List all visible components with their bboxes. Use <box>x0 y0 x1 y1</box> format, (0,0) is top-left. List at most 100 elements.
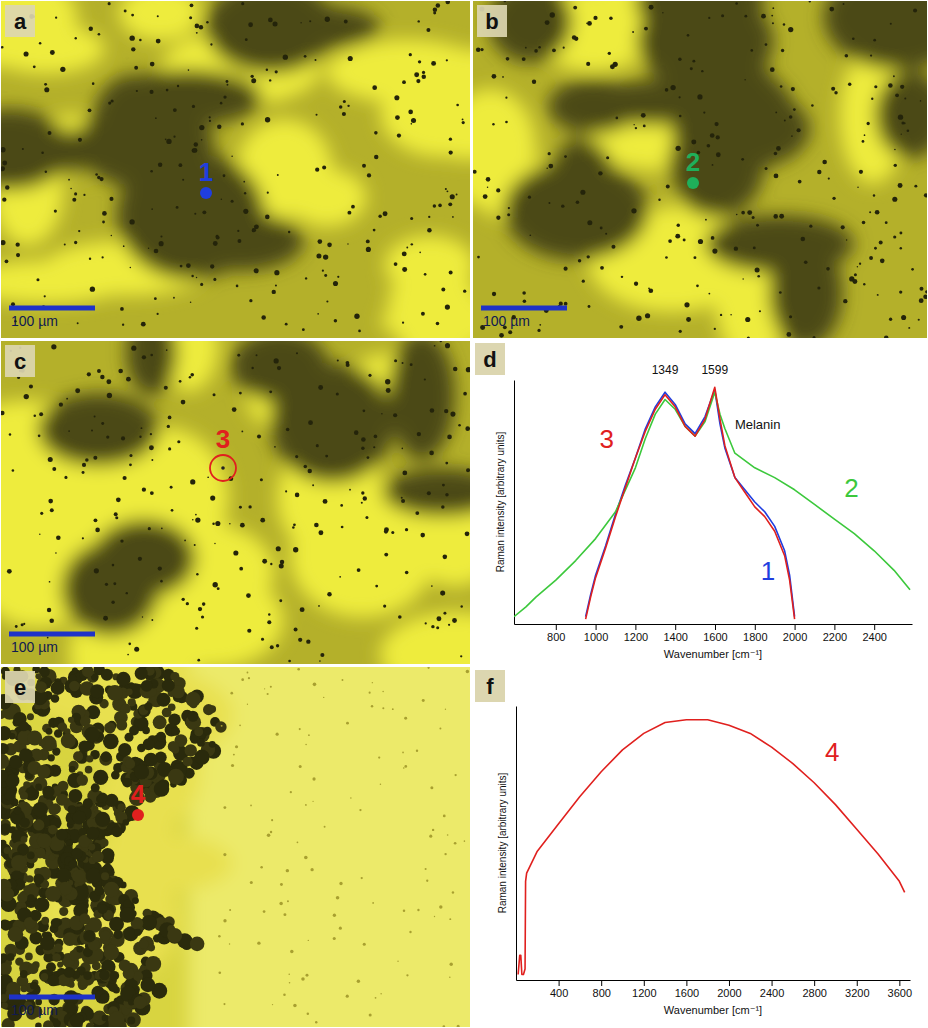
photo-speck <box>91 783 100 792</box>
photo-speck <box>433 204 436 207</box>
photo-speck <box>41 917 49 925</box>
photo-speck <box>696 284 699 287</box>
photo-speck <box>449 151 453 155</box>
photo-speck <box>450 194 455 199</box>
photo-speck <box>874 247 877 250</box>
panel-letter-box <box>5 345 35 377</box>
photo-speck <box>889 318 892 321</box>
photo-speck <box>51 681 65 695</box>
photo-speck <box>559 302 563 306</box>
photo-speck <box>200 283 203 286</box>
photo-speck <box>288 973 290 975</box>
photo-speck <box>587 255 590 258</box>
photo-speck <box>297 668 300 671</box>
photo-speck <box>449 977 451 979</box>
photo-speck <box>300 22 301 23</box>
x-tick-label: 1200 <box>632 987 656 999</box>
photo-speck <box>424 378 426 380</box>
photo-speck <box>251 78 256 83</box>
peak-label: 1349 <box>652 363 679 377</box>
photo-speck <box>363 943 366 946</box>
photo-speck <box>7 953 15 961</box>
photo-speck <box>834 91 837 94</box>
photo-speck <box>371 705 373 707</box>
photo-speck <box>190 479 195 484</box>
photo-speck <box>261 638 264 641</box>
photo-speck <box>456 104 459 107</box>
photo-speck <box>913 8 917 12</box>
photo-speck <box>122 323 124 325</box>
photo-speck <box>391 531 394 534</box>
photo-speck <box>735 2 738 5</box>
photo-speck <box>317 239 322 244</box>
photo-speck <box>901 133 902 134</box>
photo-speck <box>35 784 42 791</box>
photo-speck <box>419 252 421 254</box>
photo-speck <box>529 234 531 236</box>
x-tick-mark <box>675 624 676 630</box>
photo-speck <box>586 62 590 66</box>
photo-speck <box>384 553 388 557</box>
photo-speck <box>496 216 500 220</box>
photo-speck <box>139 436 141 438</box>
photo-speck <box>87 372 91 376</box>
photo-speck <box>149 445 154 450</box>
photo-panel: 2100 µmb <box>445 0 928 386</box>
photo-speck <box>898 114 903 119</box>
photo-speck <box>118 743 131 756</box>
photo-speck <box>1 743 9 755</box>
photo-speck <box>801 237 806 242</box>
photo-speck <box>197 739 205 747</box>
photo-speck <box>217 125 221 129</box>
photo-speck <box>131 14 134 17</box>
photo-speck <box>666 185 670 189</box>
photo-speck <box>621 276 623 278</box>
photo-speck <box>322 270 324 272</box>
photo-speck <box>499 333 504 338</box>
photo-speck <box>703 111 705 113</box>
photo-speck <box>401 499 405 503</box>
photo-speck <box>128 698 136 706</box>
photo-speck <box>920 100 922 102</box>
photo-speck <box>68 861 76 869</box>
photo-speck <box>705 219 707 221</box>
photo-speck <box>142 616 143 617</box>
photo-speck <box>381 413 383 415</box>
photo-speck <box>486 177 491 182</box>
scale-bar <box>9 995 95 1000</box>
photo-blob <box>636 1 764 38</box>
photo-speck <box>692 60 695 63</box>
photo-speck <box>465 531 470 536</box>
photo-speck <box>292 526 295 529</box>
photo-speck <box>68 430 70 432</box>
photo-speck <box>648 288 650 290</box>
photo-speck <box>141 978 156 993</box>
photo-speck <box>260 478 263 481</box>
plot-area <box>514 387 910 619</box>
photo-speck <box>206 21 209 24</box>
photo-speck <box>126 377 131 382</box>
photo-speck <box>220 102 223 105</box>
photo-speck <box>600 227 603 230</box>
photo-speck <box>1 887 14 901</box>
x-tick-mark <box>644 980 645 986</box>
photo-speck <box>5 259 9 263</box>
photo-blob <box>593 80 710 125</box>
photo-speck <box>304 856 308 860</box>
photo-speck <box>361 446 364 449</box>
photo-speck <box>254 224 259 229</box>
photo-speck <box>538 46 541 49</box>
photo-speck <box>611 245 615 249</box>
photo-speck <box>582 280 585 283</box>
x-tick: 1200 <box>632 980 656 999</box>
photo-speck <box>189 16 192 19</box>
photo-speck <box>506 57 510 61</box>
photo-speck <box>382 691 384 693</box>
photo-speck <box>924 193 927 197</box>
photo-speck <box>323 254 328 259</box>
photo-speck <box>223 1003 225 1005</box>
photo-speck <box>154 297 157 300</box>
photo-speck <box>395 115 400 120</box>
photo-speck <box>84 727 99 742</box>
photo-speck <box>74 241 77 244</box>
